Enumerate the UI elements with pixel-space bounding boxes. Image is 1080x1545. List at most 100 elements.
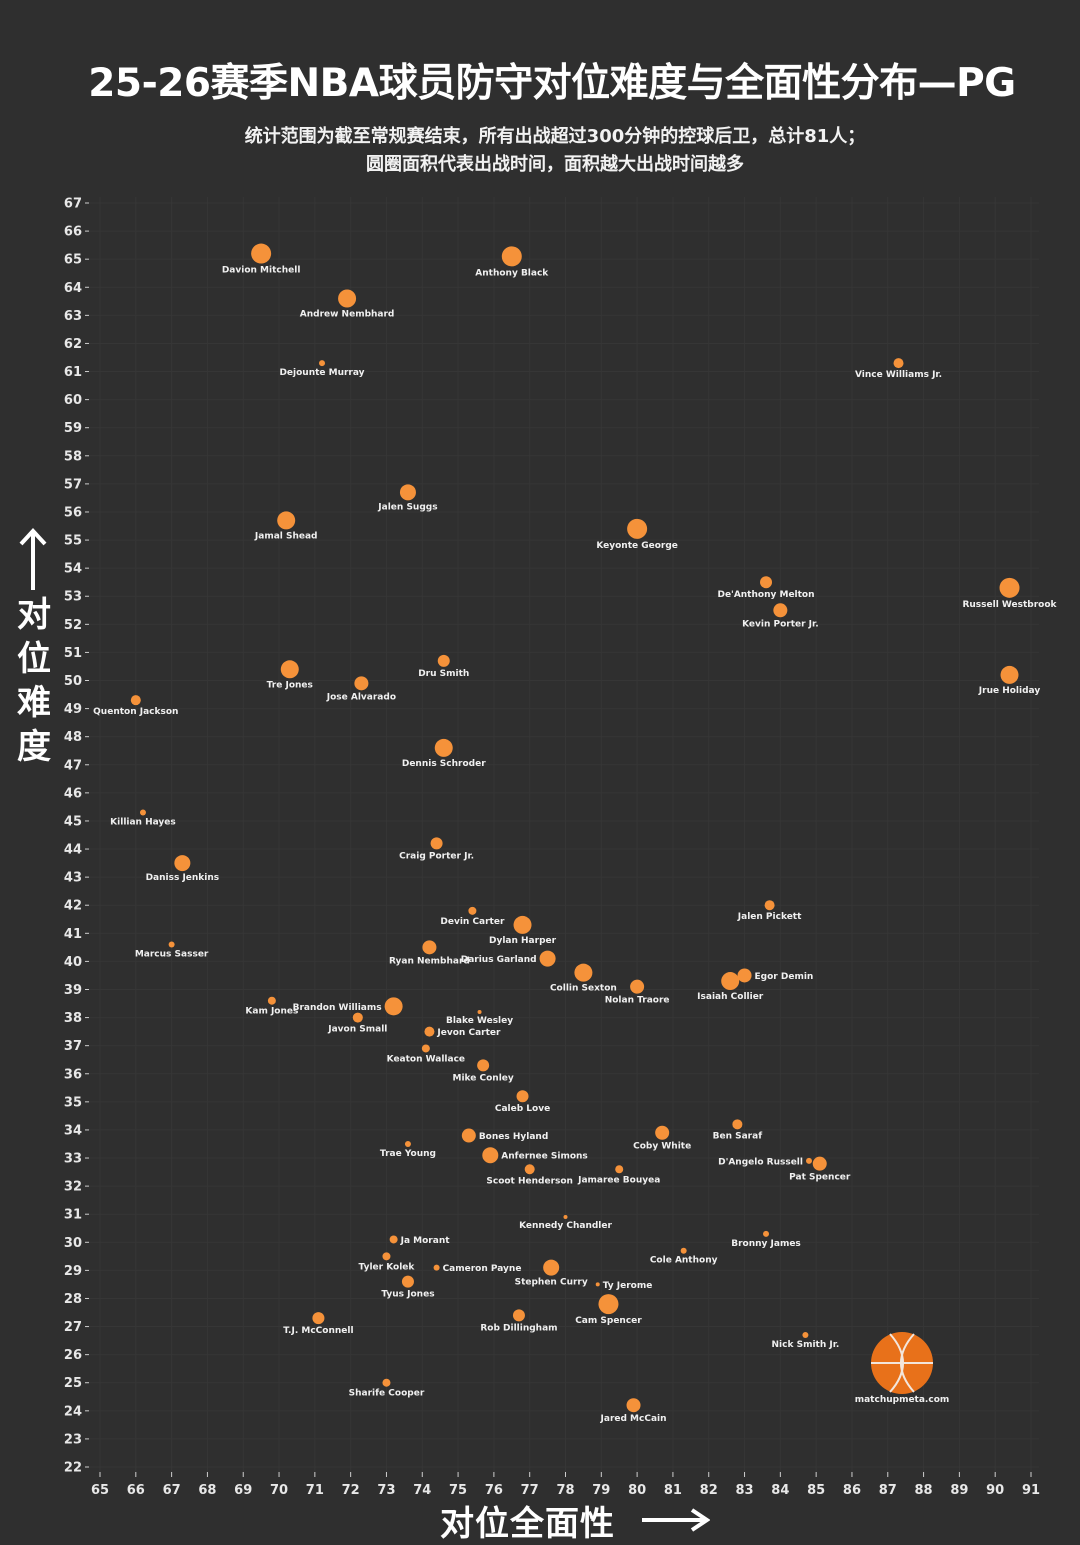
point-label: Jamal Shead (254, 531, 318, 541)
x-tick-label: 71 (306, 1483, 324, 1498)
y-tick-label: 60 (64, 393, 82, 408)
y-tick-label: 43 (64, 871, 82, 886)
y-tick-label: 64 (64, 281, 82, 296)
brand-text: matchupmeta.com (855, 1395, 950, 1405)
data-point (598, 1294, 619, 1315)
data-point (422, 940, 437, 955)
x-tick-label: 66 (127, 1483, 145, 1498)
point-label: Keyonte George (596, 541, 678, 551)
point-label: Tyus Jones (381, 1290, 434, 1300)
x-tick-label: 89 (950, 1483, 968, 1498)
data-point (437, 654, 450, 667)
data-point (516, 1090, 529, 1103)
data-point (773, 603, 788, 618)
point-label: Bones Hyland (479, 1132, 548, 1142)
y-tick-label: 38 (64, 1011, 82, 1026)
chart-subtitle-line-2: 圆圈面积代表出战时间，面积越大出战时间越多 (366, 154, 744, 175)
y-tick-label: 49 (64, 702, 82, 717)
y-tick-label: 62 (64, 337, 82, 352)
data-point (732, 1119, 743, 1130)
point-label: Kam Jones (245, 1007, 298, 1017)
x-tick-label: 73 (377, 1483, 395, 1498)
logo-seam (889, 1333, 904, 1393)
data-point (477, 1059, 490, 1072)
y-tick-label: 22 (64, 1461, 82, 1476)
data-point (404, 1140, 411, 1147)
right-arrow-icon (642, 1508, 710, 1532)
point-label: Stephen Curry (515, 1278, 588, 1288)
y-axis-label-char-3: 难 (17, 683, 51, 723)
data-point (477, 1009, 482, 1014)
point-label: Craig Porter Jr. (399, 851, 474, 861)
data-point (384, 997, 403, 1016)
data-point (680, 1247, 687, 1254)
point-label: Dennis Schroder (402, 759, 486, 769)
data-point (174, 855, 191, 872)
data-point (563, 1215, 568, 1220)
point-label: Ryan Nembhard (389, 956, 470, 966)
point-label: Vince Williams Jr. (855, 370, 942, 380)
point-label: Ja Morant (400, 1236, 451, 1246)
y-tick-label: 44 (64, 843, 82, 858)
data-point (737, 968, 752, 983)
data-point (433, 1264, 440, 1271)
y-tick-label: 61 (64, 365, 82, 380)
data-point (354, 676, 369, 691)
data-point (280, 660, 299, 679)
data-point (389, 1235, 398, 1244)
y-tick-label: 26 (64, 1348, 82, 1363)
data-point (802, 1331, 809, 1338)
data-point (524, 1164, 535, 1175)
x-tick-label: 67 (163, 1483, 181, 1498)
data-point (501, 246, 522, 267)
x-tick-label: 88 (915, 1483, 933, 1498)
y-tick-label: 36 (64, 1067, 82, 1082)
point-label: Anfernee Simons (501, 1152, 587, 1162)
y-axis-label-char-4: 度 (17, 727, 51, 767)
y-tick-label: 27 (64, 1320, 82, 1335)
x-tick-label: 85 (807, 1483, 825, 1498)
point-label: Blake Wesley (446, 1016, 513, 1026)
point-label: Jared McCain (600, 1414, 667, 1424)
data-point (630, 979, 645, 994)
y-tick-label: 23 (64, 1432, 82, 1447)
data-point (130, 695, 141, 706)
data-point (574, 963, 593, 982)
point-label: T.J. McConnell (283, 1326, 353, 1336)
point-label: Marcus Sasser (135, 950, 209, 960)
point-label: Mike Conley (453, 1073, 514, 1083)
y-tick-label: 59 (64, 421, 82, 436)
y-tick-label: 45 (64, 814, 82, 829)
x-tick-label: 72 (342, 1483, 360, 1498)
y-tick-label: 28 (64, 1292, 82, 1307)
data-point (352, 1012, 363, 1023)
x-tick-label: 83 (735, 1483, 753, 1498)
data-point (424, 1026, 435, 1037)
point-label: Daniss Jenkins (146, 873, 220, 883)
point-label: Isaiah Collier (697, 992, 764, 1002)
point-label: Bronny James (731, 1239, 801, 1249)
x-tick-label: 87 (879, 1483, 897, 1498)
x-tick-label: 91 (1022, 1483, 1040, 1498)
data-point (482, 1147, 499, 1164)
x-tick-label: 81 (664, 1483, 682, 1498)
y-axis-label-char-2: 位 (17, 639, 51, 679)
point-label: Dru Smith (418, 669, 469, 679)
y-tick-label: 48 (64, 730, 82, 745)
point-label: Javon Small (327, 1025, 387, 1035)
x-tick-label: 70 (270, 1483, 288, 1498)
y-tick-label: 40 (64, 955, 82, 970)
point-label: Jalen Suggs (377, 502, 437, 512)
x-tick-label: 84 (771, 1483, 789, 1498)
y-tick-label: 41 (64, 927, 82, 942)
data-point (655, 1125, 670, 1140)
x-tick-label: 79 (592, 1483, 610, 1498)
point-label: Caleb Love (495, 1104, 550, 1114)
point-label: Brandon Williams (293, 1003, 382, 1013)
data-point (319, 360, 326, 367)
data-point (512, 1309, 525, 1322)
point-label: Dylan Harper (489, 936, 557, 946)
point-label: Dejounte Murray (279, 368, 364, 378)
data-point (399, 484, 416, 501)
